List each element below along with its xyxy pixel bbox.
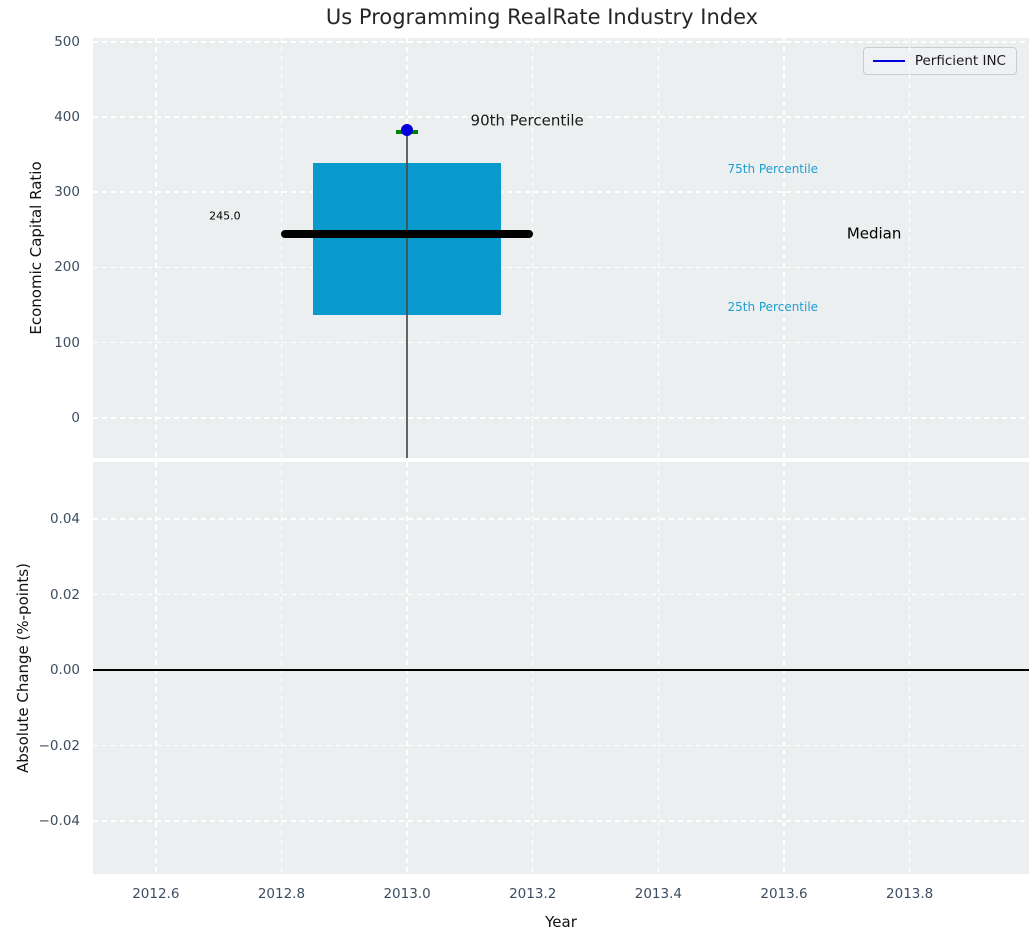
legend-label: Perficient INC	[914, 53, 1006, 69]
annotation-median: Median	[846, 223, 902, 242]
x-tick-label: 2013.6	[760, 886, 808, 902]
y-tick-label: 400	[54, 108, 80, 125]
y-tick-label: 0.00	[49, 662, 80, 679]
gridline-y	[93, 341, 1029, 344]
gridline-x	[531, 462, 534, 874]
gridline-y	[93, 417, 1029, 419]
gridline-x	[280, 462, 283, 874]
annotation-90th-percentile: 90th Percentile	[470, 111, 584, 130]
gridline-x	[155, 38, 157, 458]
gridline-y	[93, 116, 1029, 118]
y-tick-label: 0	[71, 409, 80, 426]
gridline-y	[93, 266, 1029, 269]
legend: Perficient INC	[862, 47, 1017, 75]
drop-line	[406, 129, 409, 458]
gridline-x	[908, 462, 911, 874]
x-tick-label: 2013.4	[634, 886, 682, 902]
gridline-y	[93, 41, 1029, 43]
annotation-245-0: 245.0	[209, 209, 241, 223]
annotation-25th-percentile: 25th Percentile	[727, 300, 819, 315]
y-tick-label: 0.04	[49, 511, 80, 528]
y-tick-label: 100	[54, 334, 80, 351]
gridline-x	[783, 38, 785, 458]
gridline-x	[657, 462, 660, 874]
gridline-y	[93, 744, 1029, 747]
x-tick-label: 2013.8	[886, 886, 934, 902]
gridline-x	[783, 462, 785, 874]
gridline-x	[406, 462, 408, 874]
x-tick-label: 2013.0	[383, 886, 431, 902]
x-tick-label: 2012.8	[257, 886, 306, 902]
gridline-x	[908, 38, 911, 458]
x-tick-label: 2012.6	[132, 886, 180, 902]
x-axis-label: Year	[545, 913, 577, 931]
gridline-y	[93, 820, 1029, 822]
gridline-x	[155, 462, 157, 874]
y-tick-label: 300	[54, 184, 80, 201]
bottom-axes	[93, 462, 1029, 874]
y-tick-label: −0.02	[38, 737, 80, 754]
y-tick-label: −0.04	[38, 813, 80, 830]
gridline-x	[280, 38, 283, 458]
annotation-75th-percentile: 75th Percentile	[727, 161, 819, 176]
median-line	[281, 229, 533, 238]
gridline-y	[93, 593, 1029, 596]
gridline-x	[531, 38, 534, 458]
zero-line	[93, 669, 1029, 671]
y-tick-label: 0.02	[49, 586, 80, 603]
chart-title: Us Programming RealRate Industry Index	[325, 5, 759, 29]
gridline-y	[93, 191, 1029, 193]
x-tick-label: 2013.2	[509, 886, 557, 902]
company-point	[401, 123, 414, 136]
legend-line-icon	[872, 59, 905, 63]
y-tick-label: 500	[54, 33, 80, 50]
gridline-x	[657, 38, 660, 458]
gridline-y	[93, 518, 1029, 520]
top-axes: 245.0 90th Percentile 75th Percentile Media…	[93, 38, 1029, 458]
y-tick-label: 200	[54, 259, 80, 276]
